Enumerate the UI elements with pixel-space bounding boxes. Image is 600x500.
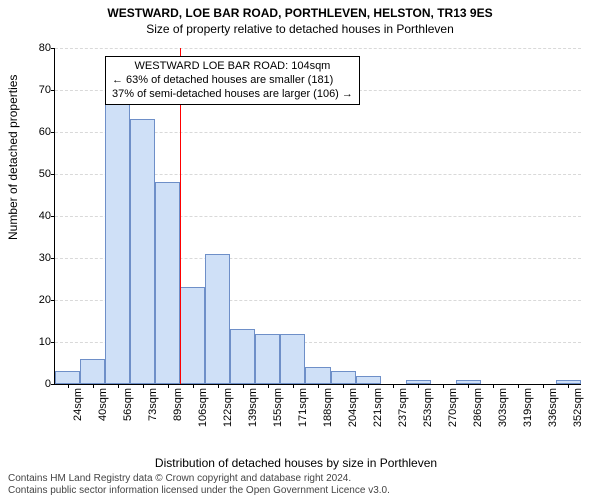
x-tick-label: 221sqm <box>372 388 384 427</box>
x-tick-mark <box>243 384 244 388</box>
x-tick-label: 24sqm <box>72 388 84 421</box>
x-tick-mark <box>318 384 319 388</box>
y-tick-label: 40 <box>27 210 51 222</box>
x-tick-label: 139sqm <box>247 388 259 427</box>
x-tick-label: 40sqm <box>97 388 109 421</box>
annotation-line: WESTWARD LOE BAR ROAD: 104sqm <box>112 60 353 74</box>
bar <box>305 367 330 384</box>
x-tick-label: 155sqm <box>272 388 284 427</box>
bar <box>105 103 130 384</box>
x-tick-mark <box>393 384 394 388</box>
y-tick-mark <box>51 132 55 133</box>
x-tick-mark <box>218 384 219 388</box>
x-tick-mark <box>368 384 369 388</box>
annotation-line: 37% of semi-detached houses are larger (… <box>112 88 353 102</box>
footer-line-1: Contains HM Land Registry data © Crown c… <box>8 473 592 485</box>
x-tick-label: 188sqm <box>322 388 334 427</box>
bar <box>155 182 180 384</box>
x-tick-label: 286sqm <box>472 388 484 427</box>
chart-container: WESTWARD, LOE BAR ROAD, PORTHLEVEN, HELS… <box>0 0 600 500</box>
x-tick-mark <box>143 384 144 388</box>
x-tick-mark <box>493 384 494 388</box>
bar <box>180 287 205 384</box>
y-tick-mark <box>51 258 55 259</box>
grid-line <box>55 48 581 49</box>
x-tick-label: 204sqm <box>347 388 359 427</box>
annotation-line: ← 63% of detached houses are smaller (18… <box>112 74 353 88</box>
x-tick-label: 319sqm <box>522 388 534 427</box>
y-tick-mark <box>51 300 55 301</box>
x-tick-mark <box>343 384 344 388</box>
footer-line-2: Contains public sector information licen… <box>8 485 592 497</box>
x-tick-mark <box>68 384 69 388</box>
annotation-box: WESTWARD LOE BAR ROAD: 104sqm← 63% of de… <box>105 56 360 105</box>
y-tick-mark <box>51 174 55 175</box>
x-tick-mark <box>568 384 569 388</box>
x-tick-label: 89sqm <box>172 388 184 421</box>
y-tick-mark <box>51 384 55 385</box>
x-tick-label: 237sqm <box>397 388 409 427</box>
x-tick-mark <box>193 384 194 388</box>
bar <box>356 376 381 384</box>
x-tick-mark <box>268 384 269 388</box>
x-tick-label: 171sqm <box>297 388 309 427</box>
x-axis-label: Distribution of detached houses by size … <box>0 456 592 470</box>
x-tick-mark <box>118 384 119 388</box>
x-tick-label: 352sqm <box>572 388 584 427</box>
x-tick-mark <box>168 384 169 388</box>
x-tick-mark <box>543 384 544 388</box>
x-tick-mark <box>468 384 469 388</box>
title-subtitle: Size of property relative to detached ho… <box>0 20 600 36</box>
bar <box>255 334 280 384</box>
y-tick-label: 60 <box>27 126 51 138</box>
x-tick-mark <box>443 384 444 388</box>
y-tick-label: 70 <box>27 84 51 96</box>
y-tick-label: 30 <box>27 252 51 264</box>
x-tick-label: 303sqm <box>497 388 509 427</box>
bar <box>205 254 230 384</box>
y-tick-mark <box>51 90 55 91</box>
x-tick-label: 336sqm <box>547 388 559 427</box>
bar <box>230 329 255 384</box>
x-tick-mark <box>418 384 419 388</box>
x-tick-mark <box>93 384 94 388</box>
y-tick-label: 10 <box>27 336 51 348</box>
bar <box>331 371 356 384</box>
bar <box>80 359 105 384</box>
x-tick-label: 122sqm <box>222 388 234 427</box>
bar <box>55 371 80 384</box>
x-tick-mark <box>518 384 519 388</box>
bar <box>130 119 155 384</box>
footer: Contains HM Land Registry data © Crown c… <box>8 473 592 496</box>
plot-area: 0102030405060708024sqm40sqm56sqm73sqm89s… <box>54 48 581 385</box>
y-tick-mark <box>51 216 55 217</box>
x-tick-label: 106sqm <box>197 388 209 427</box>
x-tick-label: 253sqm <box>422 388 434 427</box>
plot-wrap: 0102030405060708024sqm40sqm56sqm73sqm89s… <box>54 48 580 416</box>
y-tick-label: 80 <box>27 42 51 54</box>
x-tick-label: 73sqm <box>147 388 159 421</box>
y-tick-label: 50 <box>27 168 51 180</box>
title-address: WESTWARD, LOE BAR ROAD, PORTHLEVEN, HELS… <box>0 0 600 20</box>
y-tick-mark <box>51 342 55 343</box>
y-axis-label: Number of detached properties <box>6 75 20 240</box>
y-tick-label: 20 <box>27 294 51 306</box>
bar <box>280 334 305 384</box>
y-tick-mark <box>51 48 55 49</box>
x-tick-label: 270sqm <box>447 388 459 427</box>
x-tick-label: 56sqm <box>122 388 134 421</box>
y-tick-label: 0 <box>27 378 51 390</box>
x-tick-mark <box>293 384 294 388</box>
